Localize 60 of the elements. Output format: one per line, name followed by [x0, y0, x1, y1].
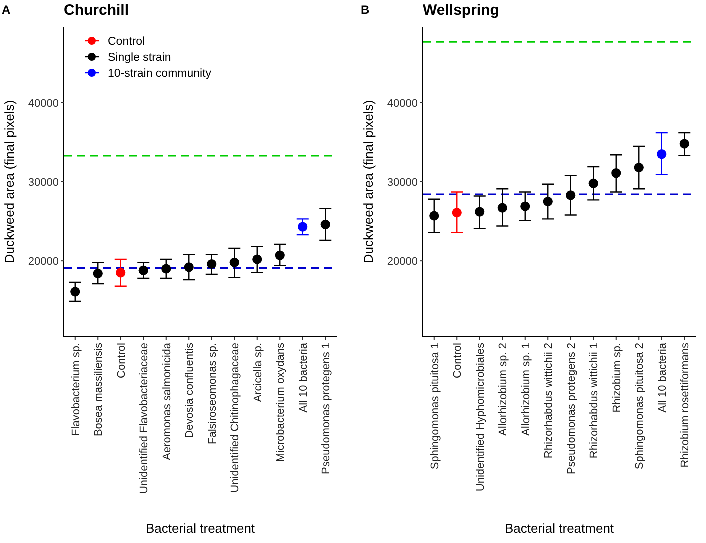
point — [320, 220, 330, 230]
y-tick-label: 40000 — [28, 98, 59, 110]
legend-label: 10-strain community — [108, 68, 212, 80]
x-tick-label: Unidentified Hyphomicrobiales — [474, 342, 487, 492]
point — [452, 208, 462, 218]
x-tick-label: Flavobacterium sp. — [70, 343, 82, 436]
point — [116, 268, 126, 278]
x-tick-label: Bosea massiliensis — [93, 342, 106, 437]
point — [252, 254, 262, 264]
chart-title: Wellspring — [423, 2, 500, 19]
x-axis-title: Bacterial treatment — [146, 521, 256, 536]
y-axis-title: Duckweed area (final pixels) — [361, 100, 376, 264]
y-tick-label: 20000 — [387, 256, 418, 268]
x-axis-title: Bacterial treatment — [504, 521, 614, 536]
x-tick-label: Allorhizobium sp. 2 — [498, 343, 510, 436]
legend-label: Single strain — [108, 52, 172, 64]
point — [680, 139, 690, 149]
x-tick-label: Microbacterium oxydans — [275, 342, 288, 462]
x-tick-label: Devosia confluentis — [184, 342, 196, 438]
text: B — [361, 3, 370, 17]
point — [657, 150, 667, 160]
x-tick-label: All 10 bacteria — [298, 342, 310, 413]
point — [588, 178, 598, 188]
x-tick-label: Rhizorhabdus wittichii 1 — [588, 343, 601, 459]
point — [430, 211, 440, 221]
x-tick-label: Rhizobium sp. — [611, 343, 624, 413]
y-tick-label: 30000 — [28, 176, 59, 189]
x-tick-label: Control — [452, 343, 464, 378]
point — [230, 258, 240, 268]
point — [520, 202, 530, 212]
x-tick-label: All 10 bacteria — [656, 342, 669, 413]
text: A — [2, 3, 11, 17]
x-tick-label: Sphingomonas pituitosa 1 — [429, 343, 442, 470]
x-tick-label: Allorhizobium sp. 1 — [520, 343, 532, 436]
x-tick-label: Rhizorhabdus wittichii 2 — [543, 343, 556, 459]
x-tick-label: Unidentified Chitinophagaceae — [230, 343, 242, 493]
point — [634, 162, 644, 173]
point — [275, 250, 285, 260]
point — [543, 196, 553, 207]
x-tick-label: Sphingomonas pituitosa 2 — [634, 343, 646, 470]
legend-label: Control — [108, 36, 146, 48]
x-tick-label: Pseudomonas protegens 1 — [320, 343, 333, 474]
point — [184, 262, 194, 272]
x-tick-label: Falsiroseomonas sp. — [206, 343, 219, 444]
point — [498, 203, 508, 213]
x-tick-label: Aeromonas salmonicida — [161, 342, 174, 460]
chart-title: Churchill — [64, 2, 130, 19]
x-tick-label: Unidentified Flavobacteriaceae — [138, 343, 151, 494]
x-tick-label: Arcicella sp. — [252, 343, 264, 402]
point — [612, 168, 622, 178]
y-tick-label: 40000 — [387, 98, 418, 110]
y-tick-label: 30000 — [387, 176, 418, 189]
x-tick-label: Control — [116, 343, 128, 378]
x-tick-label: Pseudomonas protegens 2 — [566, 343, 578, 474]
point — [566, 190, 576, 200]
y-tick-label: 20000 — [28, 256, 59, 268]
point — [475, 207, 485, 217]
y-axis-title: Duckweed area (final pixels) — [2, 100, 17, 264]
point — [93, 268, 103, 279]
x-tick-label: Rhizobium rosettiformans — [680, 342, 692, 468]
